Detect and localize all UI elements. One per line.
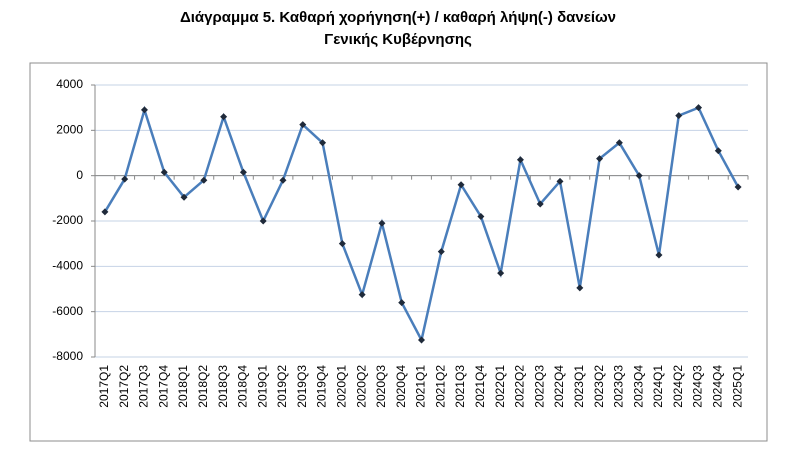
x-tick-label: 2021Q4 (473, 365, 487, 408)
x-tick-label: 2018Q3 (216, 365, 230, 408)
data-point (655, 251, 663, 259)
x-tick-label: 2023Q4 (631, 365, 645, 408)
data-point (160, 168, 168, 176)
data-point (695, 104, 703, 112)
x-tick-label: 2020Q4 (394, 365, 408, 408)
x-tick-label: 2020Q2 (354, 365, 368, 408)
x-tick-label: 2024Q2 (671, 365, 685, 408)
data-point (497, 269, 505, 277)
x-tick-label: 2022Q2 (513, 365, 527, 408)
x-tick-label: 2017Q2 (117, 365, 131, 408)
data-point (734, 183, 742, 191)
y-tick-label: -6000 (52, 304, 83, 318)
x-tick-label: 2024Q1 (651, 365, 665, 408)
data-point (418, 336, 425, 344)
data-point (477, 212, 485, 220)
x-tick-label: 2019Q3 (295, 365, 309, 408)
x-tick-label: 2025Q1 (730, 365, 744, 408)
x-tick-label: 2024Q4 (710, 365, 724, 408)
data-point (576, 284, 584, 292)
data-point (358, 291, 366, 299)
data-point (437, 248, 445, 256)
x-tick-label: 2022Q3 (532, 365, 546, 408)
data-point (299, 121, 307, 129)
data-point (536, 200, 544, 208)
x-tick-label: 2017Q4 (156, 365, 170, 408)
data-point (635, 172, 643, 180)
x-tick-label: 2022Q1 (493, 365, 507, 408)
x-tick-label: 2021Q1 (414, 365, 428, 408)
chart-title: Γενικής Κυβέρνησης (324, 31, 472, 48)
data-point (596, 155, 604, 163)
y-tick-label: 0 (76, 168, 83, 182)
data-point (121, 175, 129, 183)
data-point (180, 193, 188, 201)
chart-frame (29, 62, 768, 442)
x-tick-label: 2021Q2 (433, 365, 447, 408)
x-tick-label: 2020Q1 (335, 365, 349, 408)
x-tick-label: 2024Q3 (691, 365, 705, 408)
data-point (714, 147, 722, 155)
x-tick-label: 2019Q2 (275, 365, 289, 408)
data-point (319, 139, 327, 147)
data-point (220, 113, 228, 121)
x-tick-label: 2017Q1 (97, 365, 111, 408)
x-tick-label: 2019Q4 (315, 365, 329, 408)
data-point (675, 112, 683, 120)
x-tick-label: 2017Q3 (137, 365, 151, 408)
x-tick-label: 2019Q1 (255, 365, 269, 408)
data-point (457, 181, 465, 189)
y-tick-label: 4000 (56, 77, 83, 91)
data-point (200, 176, 208, 184)
x-tick-label: 2018Q4 (236, 365, 250, 408)
x-tick-label: 2023Q2 (592, 365, 606, 408)
data-point (338, 240, 346, 248)
data-point (101, 208, 109, 216)
data-point (516, 156, 524, 164)
data-point (140, 106, 148, 114)
data-point (279, 176, 287, 184)
x-tick-label: 2018Q1 (176, 365, 190, 408)
x-tick-label: 2020Q3 (374, 365, 388, 408)
x-tick-label: 2021Q3 (453, 365, 467, 408)
data-point (398, 299, 406, 307)
x-tick-label: 2023Q3 (612, 365, 626, 408)
y-tick-label: -2000 (52, 213, 83, 227)
data-point (239, 168, 247, 176)
y-tick-label: 2000 (56, 123, 83, 137)
y-tick-label: -4000 (52, 259, 83, 273)
x-tick-label: 2022Q4 (552, 365, 566, 408)
data-point (378, 219, 386, 227)
y-tick-label: -8000 (52, 349, 83, 363)
data-point (259, 217, 267, 225)
data-point (615, 139, 623, 147)
x-tick-label: 2018Q2 (196, 365, 210, 408)
chart-title: Διάγραμμα 5. Καθαρή χορήγηση(+) / καθαρή… (180, 9, 616, 26)
x-tick-label: 2023Q1 (572, 365, 586, 408)
data-point (556, 177, 564, 185)
